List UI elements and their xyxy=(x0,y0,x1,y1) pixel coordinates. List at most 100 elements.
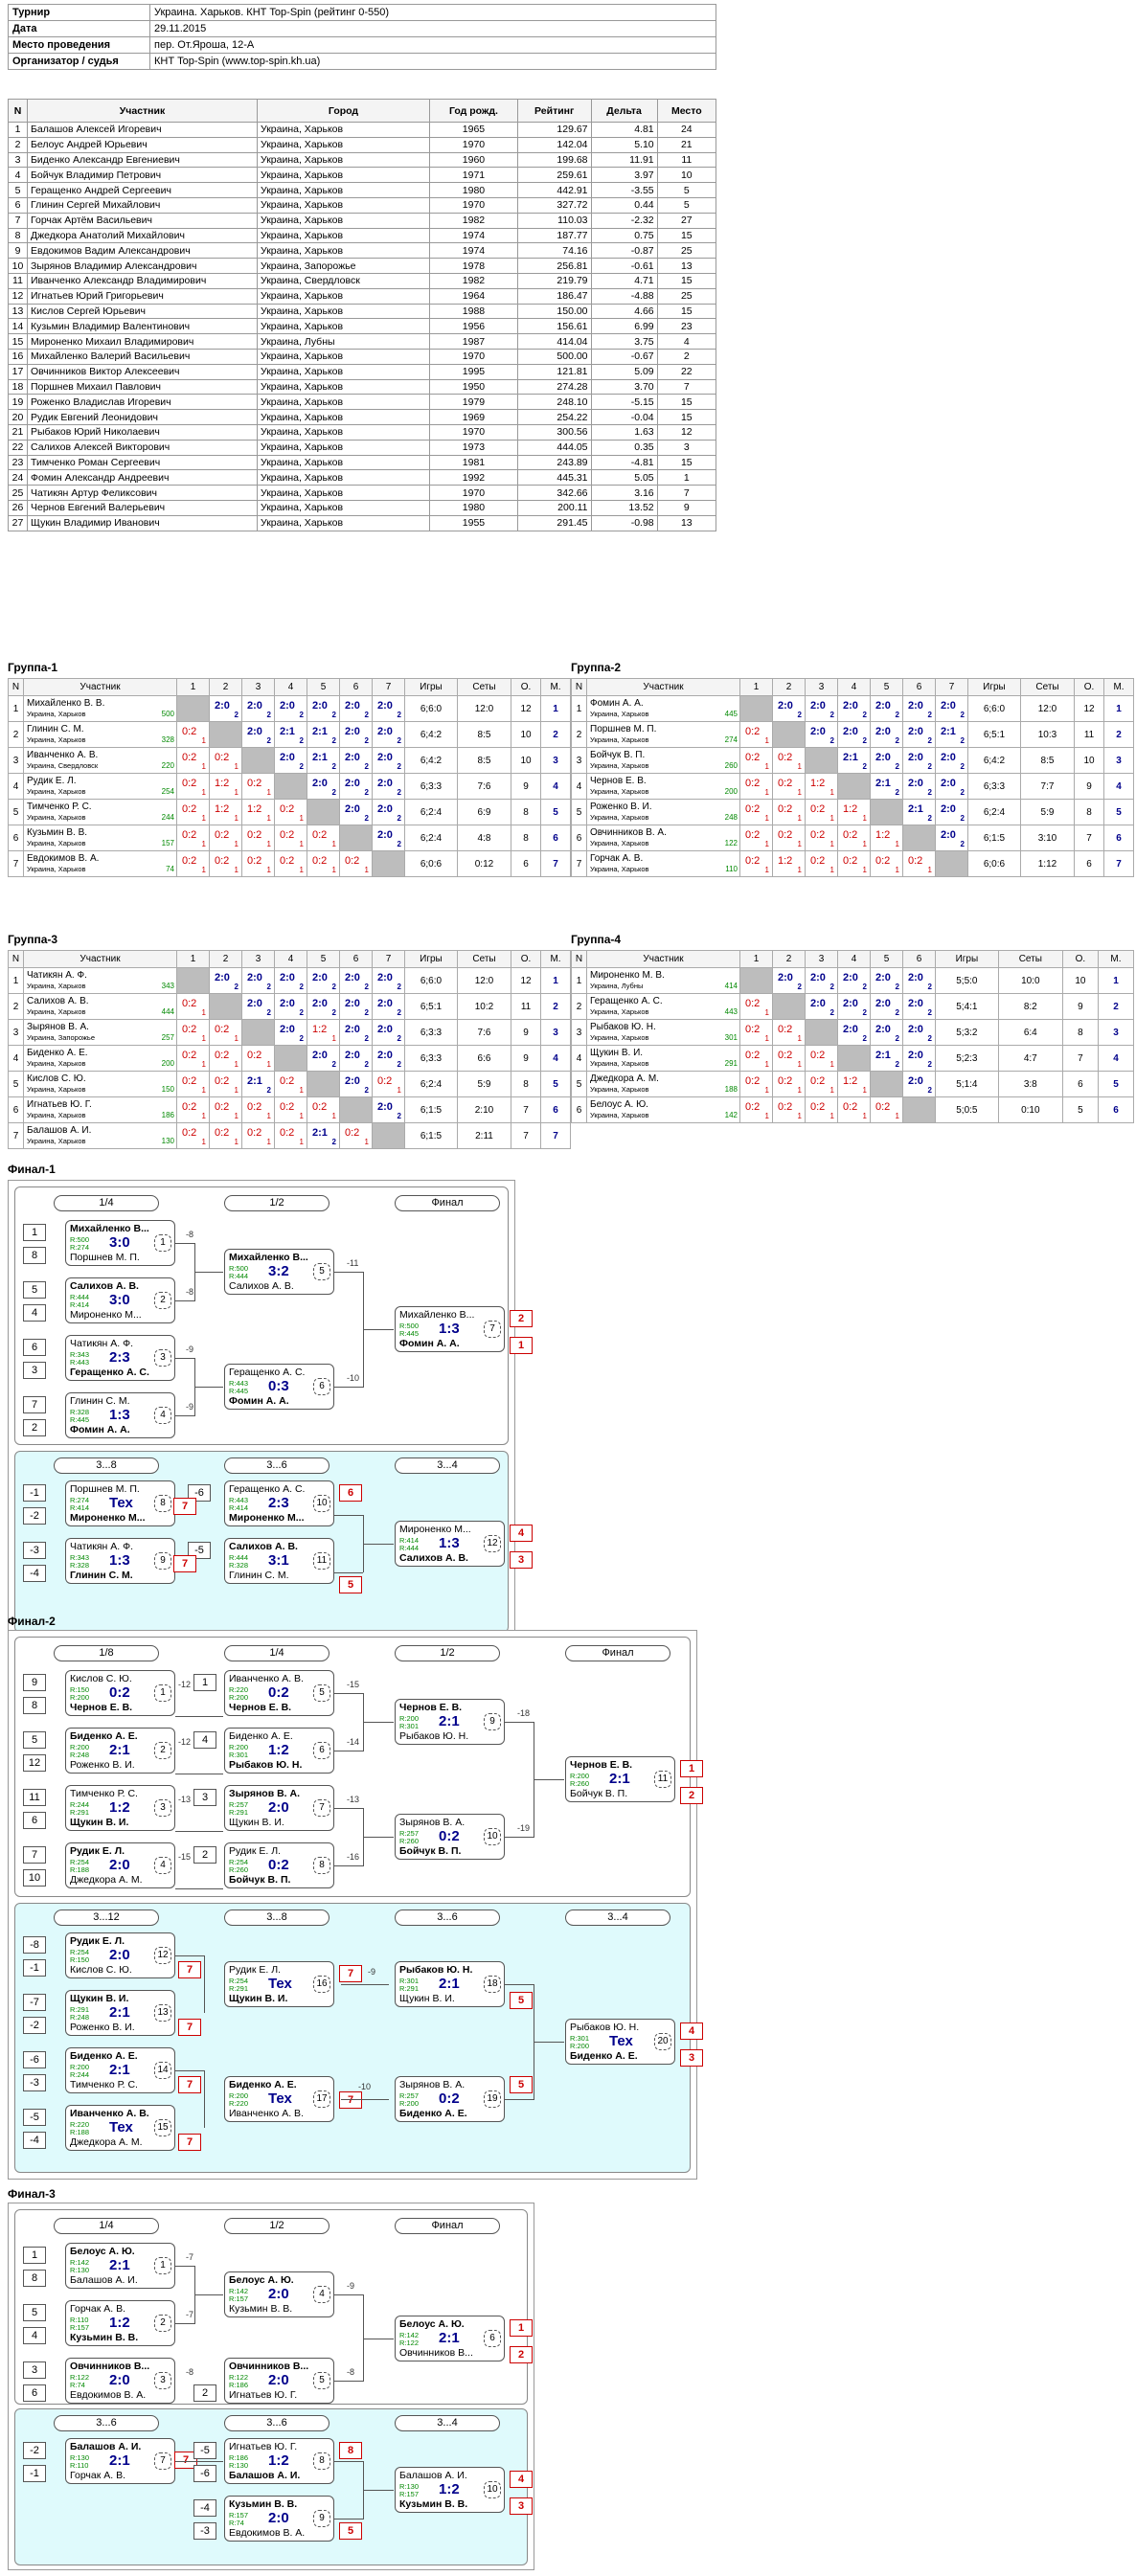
points: 1 xyxy=(797,1060,802,1069)
round-header: 1/2 xyxy=(395,1645,500,1661)
bracket-line xyxy=(363,2490,394,2491)
points: 2 xyxy=(960,762,965,771)
rating-1: R:414 xyxy=(399,1536,420,1545)
points-cell: 9 xyxy=(511,1019,542,1046)
sets-cell: 10:0 xyxy=(997,967,1063,994)
score: 0:2 xyxy=(280,803,295,815)
player-name: Геращенко А. С. xyxy=(590,996,663,1006)
bracket-panel: 1/8 1/4 1/2 Финал 9 8 5 12 11 6 7 10 Кислов С. Ю. R:1… xyxy=(14,1637,703,1897)
bracket-line xyxy=(194,2294,223,2295)
participant-cell: 5 xyxy=(656,182,717,198)
score: 0:2 xyxy=(182,829,197,841)
score: 0:2 xyxy=(843,829,858,841)
rating-2: R:260 xyxy=(570,1779,590,1788)
row-index: 3 xyxy=(8,1019,24,1046)
participant-cell: 13 xyxy=(8,303,28,320)
participant-row: 12 Игнатьев Юрий Григорьевич Украина, Харь… xyxy=(8,287,717,305)
points: 1 xyxy=(331,1112,336,1120)
info-value: пер. От.Яроша, 12-А xyxy=(149,36,716,54)
result-cell: 2:0 2 xyxy=(307,1045,340,1072)
seed-box: -2 xyxy=(23,2442,46,2459)
match-number: 10 xyxy=(313,1495,330,1512)
participant-cell: Украина, Харьков xyxy=(257,136,430,153)
player-1: Щукин В. И. xyxy=(70,1993,129,2004)
bracket-line xyxy=(175,1888,223,1889)
result-cell: 0:2 1 xyxy=(772,773,806,800)
participant-cell: Украина, Харьков xyxy=(257,318,430,335)
column-header: N xyxy=(8,950,24,968)
score: 0:2 xyxy=(182,726,197,737)
seed-box: -2 xyxy=(23,1507,46,1525)
seed-box: -4 xyxy=(23,1565,46,1582)
participant-cell: 0.35 xyxy=(590,439,658,456)
player-1: Иванченко А. В. xyxy=(229,1673,304,1684)
result-cell: 2:0 2 xyxy=(372,1045,405,1072)
score: 2:0 xyxy=(377,726,393,737)
match-score: 2:1 xyxy=(439,1976,460,1992)
result-cell: 2:0 2 xyxy=(902,993,936,1020)
rating-2: R:130 xyxy=(229,2461,249,2470)
match-score: 2:1 xyxy=(109,2062,130,2078)
result-cell: 0:2 1 xyxy=(805,850,838,877)
seed-box: 3 xyxy=(193,1789,216,1806)
participant-cell: 25 xyxy=(656,287,717,305)
match-score: 2:0 xyxy=(268,1799,289,1816)
player-name: Игнатьев Ю. Г. xyxy=(27,1099,92,1110)
match-box: Рыбаков Ю. Н. R:301 R:200 Тех 20 Биденко А. Е… xyxy=(565,2019,675,2065)
result-cell: 1:2 1 xyxy=(870,825,903,851)
rating-1: R:122 xyxy=(70,2373,90,2382)
place-cell: 2 xyxy=(1097,993,1135,1020)
player-2: Мироненко М... xyxy=(229,1512,305,1524)
player-cell: Евдокимов В. А. Украина, Харьков 74 xyxy=(23,850,177,877)
score: 2:1 xyxy=(312,752,328,763)
result-cell: 2:0 2 xyxy=(902,967,936,994)
games-cell: 6;5:1 xyxy=(967,721,1021,748)
points-cell: 9 xyxy=(511,1045,542,1072)
column-header: Игры xyxy=(935,950,999,968)
result-cell xyxy=(176,967,210,994)
match-box: Кислов С. Ю. R:150 R:200 0:2 1 Чернов Е. В. xyxy=(65,1670,175,1716)
rating-2: R:200 xyxy=(229,1693,249,1702)
rating-2: R:220 xyxy=(229,2099,249,2108)
match-box: Глинин С. М. R:328 R:445 1:3 4 Фомин А. А. xyxy=(65,1392,175,1438)
rating-1: R:142 xyxy=(229,2287,249,2295)
rating-2: R:414 xyxy=(70,1300,90,1309)
match-number: 10 xyxy=(484,1828,501,1845)
points-cell: 7 xyxy=(511,1122,542,1149)
points-cell: 9 xyxy=(511,773,542,800)
participant-row: 16 Михайленко Валерий Васильевич Украина, … xyxy=(8,348,717,365)
player-cell: Роженко В. И. Украина, Харьков 248 xyxy=(586,799,740,825)
score: 0:2 xyxy=(182,1127,197,1139)
rating-2: R:200 xyxy=(70,1693,90,1702)
result-cell: 2:1 2 xyxy=(274,721,307,748)
result-cell: 0:2 1 xyxy=(241,850,275,877)
group-table: N Участник 1 2 3 4 5 6 7 Игры Сеты О. М. 1 Чатикян А. … xyxy=(8,950,571,1149)
match-box: Чернов Е. В. R:200 R:301 2:1 9 Рыбаков Ю. Н. xyxy=(395,1699,505,1745)
match-box: Белоус А. Ю. R:142 R:157 2:0 4 Кузьмин В. В. xyxy=(224,2271,334,2317)
result-cell: 0:2 1 xyxy=(739,825,773,851)
participant-cell: Кислов Сергей Юрьевич xyxy=(27,303,258,320)
result-cell: 0:2 1 xyxy=(176,773,210,800)
points: 2 xyxy=(927,711,932,719)
match-number: 2 xyxy=(154,1292,171,1309)
score: 0:2 xyxy=(810,1050,826,1061)
match-score: 1:2 xyxy=(109,1799,130,1816)
score: 2:0 xyxy=(280,998,295,1009)
participant-row: 25 Чатикян Артур Феликсович Украина, Харьк… xyxy=(8,485,717,501)
points-cell: 10 xyxy=(1061,967,1099,994)
player-2: Бойчук В. П. xyxy=(399,1845,462,1857)
participant-row: 10 Зырянов Владимир Александрович Украина,… xyxy=(8,258,717,274)
seed-box: 5 xyxy=(23,1731,46,1749)
participant-row: 19 Роженко Владислав Игоревич Украина, Хар… xyxy=(8,394,717,411)
participant-row: 27 Щукин Владимир Иванович Украина, Харько… xyxy=(8,514,717,531)
row-index: 5 xyxy=(571,1071,587,1097)
points: 1 xyxy=(234,1034,239,1043)
points-cell: 12 xyxy=(511,695,542,722)
rating-2: R:443 xyxy=(70,1358,90,1367)
bracket-line xyxy=(505,2099,534,2100)
seed-box: 7 xyxy=(174,2452,197,2469)
participant-cell: 27 xyxy=(8,514,28,531)
participant-cell: 1973 xyxy=(429,439,518,456)
match-score: 0:2 xyxy=(268,1684,289,1701)
group-title: Группа-3 xyxy=(8,933,58,946)
